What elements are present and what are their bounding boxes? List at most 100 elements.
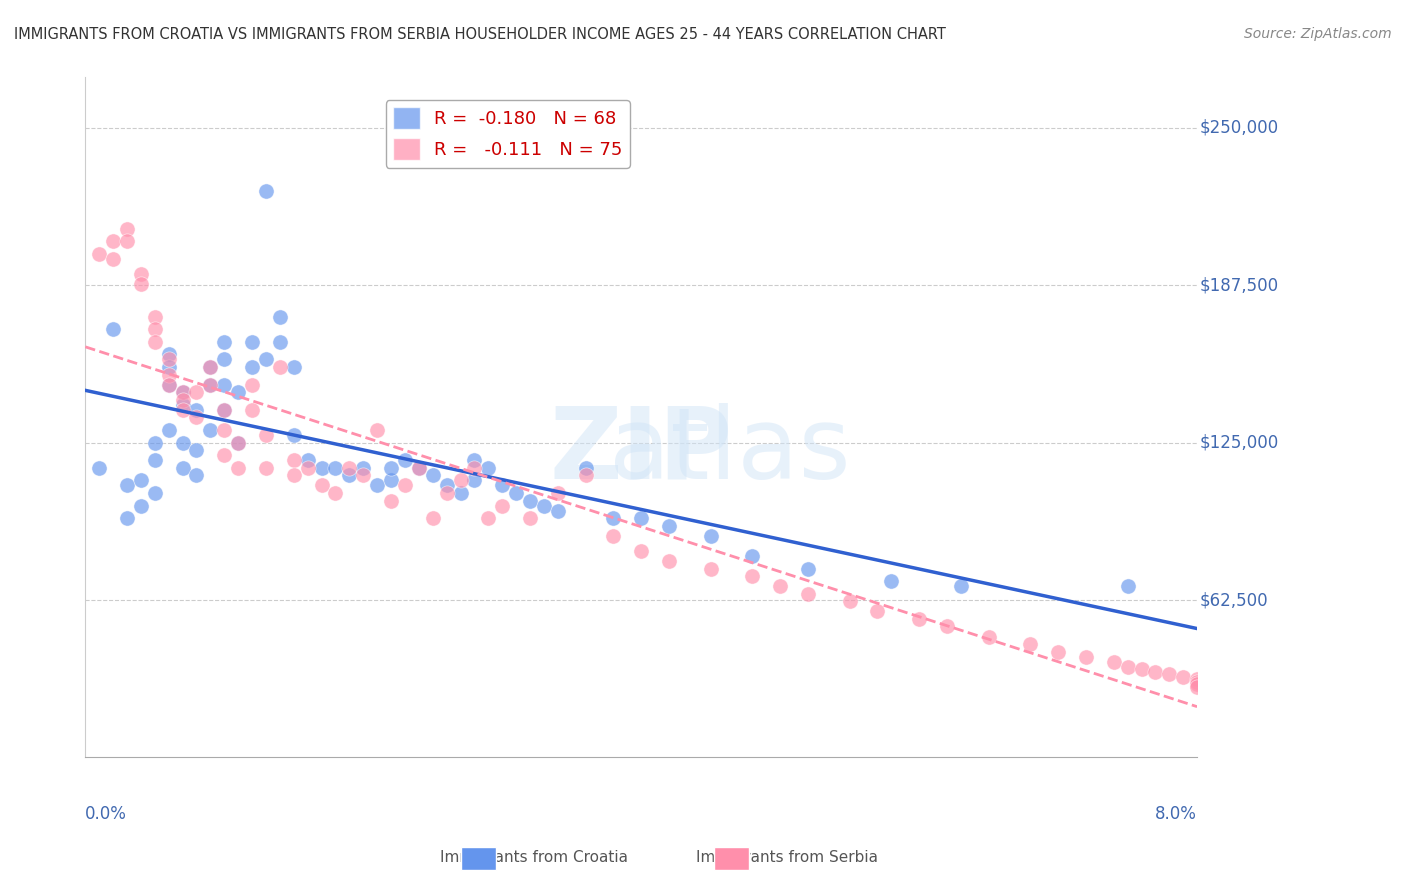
Point: [115, 478, 138, 492]
Point: [254, 428, 277, 442]
Point: [200, 423, 222, 437]
Point: [352, 468, 374, 483]
Point: [311, 460, 333, 475]
Text: Immigrants from Serbia: Immigrants from Serbia: [696, 850, 879, 865]
Point: [115, 234, 138, 248]
Point: [240, 377, 263, 392]
Point: [200, 359, 222, 374]
Point: [741, 549, 763, 563]
Text: $62,500: $62,500: [1199, 591, 1268, 609]
Point: [269, 310, 291, 324]
Point: [157, 377, 180, 392]
Point: [575, 460, 598, 475]
Point: [880, 574, 903, 588]
Point: [157, 347, 180, 361]
Point: [226, 385, 249, 400]
Text: Source: ZipAtlas.com: Source: ZipAtlas.com: [1244, 27, 1392, 41]
Point: [101, 234, 124, 248]
Point: [477, 460, 499, 475]
Point: [838, 594, 860, 608]
Point: [186, 385, 208, 400]
Point: [380, 474, 402, 488]
Point: [226, 460, 249, 475]
Point: [89, 246, 111, 260]
Point: [602, 529, 624, 543]
Point: [186, 468, 208, 483]
Point: [129, 267, 152, 281]
Point: [186, 402, 208, 417]
Point: [1173, 670, 1195, 684]
Point: [172, 402, 194, 417]
Point: [935, 619, 957, 633]
Point: [366, 423, 388, 437]
Point: [436, 478, 458, 492]
Text: atlas: atlas: [609, 403, 851, 500]
Point: [143, 334, 166, 349]
Point: [533, 499, 555, 513]
Point: [214, 402, 236, 417]
Point: [547, 486, 569, 500]
Point: [283, 359, 305, 374]
Point: [172, 385, 194, 400]
Point: [408, 460, 430, 475]
Point: [949, 579, 972, 593]
Point: [366, 478, 388, 492]
Point: [200, 377, 222, 392]
Point: [352, 460, 374, 475]
Point: [1074, 649, 1097, 664]
Point: [337, 460, 360, 475]
Point: [254, 184, 277, 198]
Point: [129, 277, 152, 291]
Text: Immigrants from Croatia: Immigrants from Croatia: [440, 850, 628, 865]
Point: [547, 503, 569, 517]
Point: [240, 402, 263, 417]
Point: [658, 554, 681, 568]
Text: $125,000: $125,000: [1199, 434, 1278, 451]
Point: [477, 511, 499, 525]
Point: [575, 468, 598, 483]
Point: [491, 499, 513, 513]
Point: [630, 511, 652, 525]
Point: [463, 460, 485, 475]
Point: [491, 478, 513, 492]
Point: [172, 398, 194, 412]
Point: [283, 428, 305, 442]
Point: [143, 435, 166, 450]
Point: [129, 499, 152, 513]
Point: [1144, 665, 1167, 679]
Point: [143, 310, 166, 324]
Legend: R =  -0.180   N = 68, R =   -0.111   N = 75: R = -0.180 N = 68, R = -0.111 N = 75: [385, 100, 630, 168]
Point: [602, 511, 624, 525]
Text: 8.0%: 8.0%: [1156, 805, 1197, 823]
Point: [1116, 659, 1139, 673]
Point: [519, 493, 541, 508]
Point: [422, 511, 444, 525]
Point: [1185, 674, 1208, 689]
Point: [463, 474, 485, 488]
Point: [797, 587, 820, 601]
Point: [519, 511, 541, 525]
Point: [630, 544, 652, 558]
Point: [269, 334, 291, 349]
Point: [214, 448, 236, 462]
Point: [380, 493, 402, 508]
Point: [450, 474, 472, 488]
Point: [283, 468, 305, 483]
Point: [89, 460, 111, 475]
Point: [172, 392, 194, 407]
Point: [337, 468, 360, 483]
Point: [283, 453, 305, 467]
Point: [200, 377, 222, 392]
Point: [394, 453, 416, 467]
Point: [186, 410, 208, 425]
Point: [1116, 579, 1139, 593]
Point: [254, 460, 277, 475]
Text: ZIP: ZIP: [550, 403, 733, 500]
Point: [699, 561, 721, 575]
Point: [797, 561, 820, 575]
Point: [325, 486, 347, 500]
Point: [450, 486, 472, 500]
Point: [1185, 677, 1208, 691]
Text: $187,500: $187,500: [1199, 277, 1278, 294]
Point: [436, 486, 458, 500]
